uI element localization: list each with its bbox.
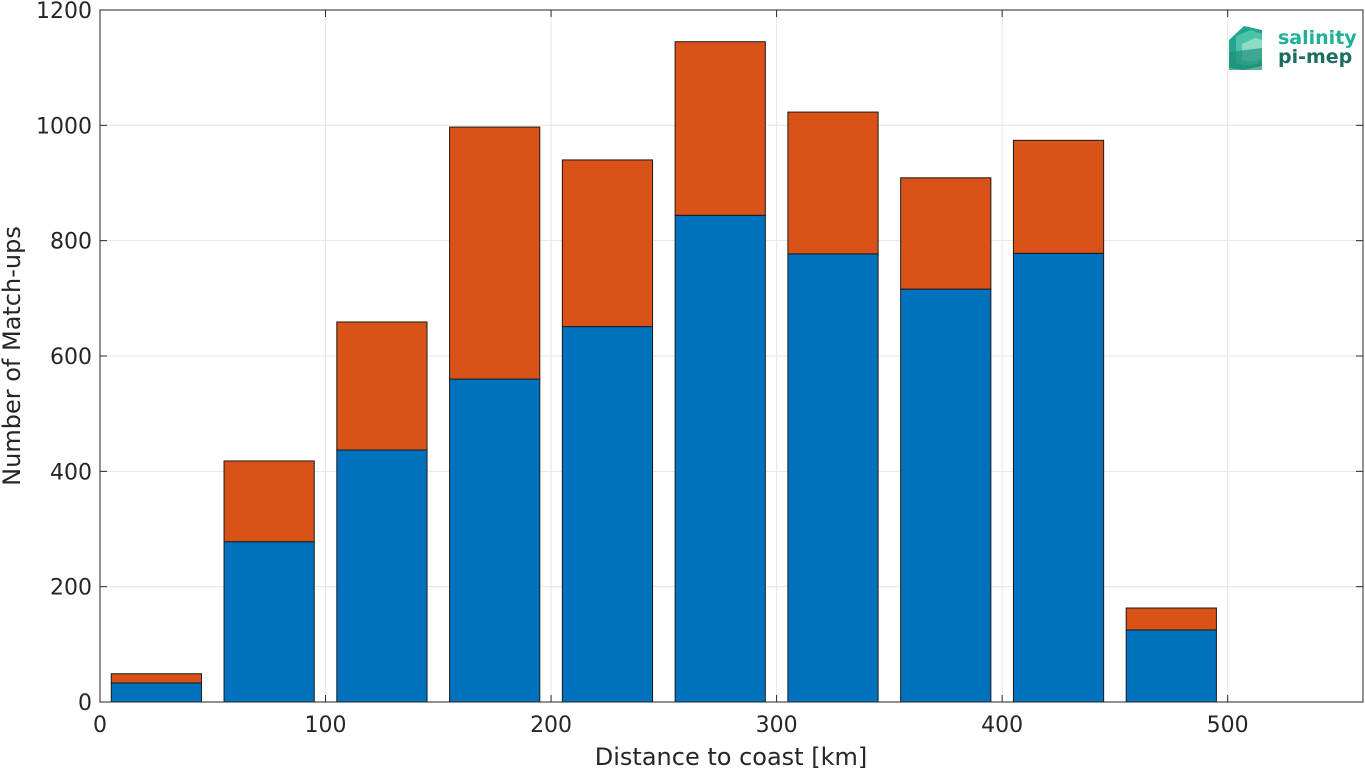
x-tick-label: 200 (530, 713, 572, 738)
x-tick-label: 100 (305, 713, 347, 738)
bar-segment-series-1 (336, 449, 428, 703)
bar-segment-series-1 (674, 214, 766, 703)
bar-segment-series-2 (674, 41, 766, 216)
bar-segment-series-2 (223, 460, 315, 543)
bar-segment-series-2 (336, 321, 428, 451)
salinity-pimep-logo: salinity pi-mep (1229, 26, 1357, 70)
bar-segment-series-1 (110, 682, 202, 703)
axes-box (99, 9, 1364, 703)
bars (110, 41, 1217, 703)
bar-segment-series-2 (1125, 607, 1217, 631)
logo-text-line2: pi-mep (1278, 46, 1352, 68)
y-tick-label: 1000 (36, 114, 92, 139)
bar-segment-series-2 (1012, 139, 1105, 254)
bar-segment-series-2 (787, 111, 879, 255)
tick-labels: 0 100 200 300 400 500 0 200 400 600 800 1000 1200 (36, 0, 1249, 738)
y-tick-label: 1200 (36, 0, 92, 24)
y-axis-label: Number of Match-ups (0, 226, 26, 486)
bar-segment-series-1 (900, 288, 992, 703)
y-tick-label: 800 (50, 230, 92, 255)
x-axis-label: Distance to coast [km] (595, 743, 867, 770)
bar-segment-series-1 (223, 541, 315, 703)
axes (99, 9, 1364, 703)
y-tick-label: 400 (50, 460, 92, 485)
bar-segment-series-1 (1012, 252, 1105, 703)
y-tick-label: 0 (78, 691, 92, 716)
bar-segment-series-1 (561, 326, 654, 703)
bar-segment-series-1 (787, 253, 879, 703)
logo-wave-icon (1229, 26, 1262, 70)
bar-segment-series-2 (449, 126, 541, 380)
bar-segment-series-1 (1125, 629, 1217, 703)
bar-segment-series-2 (900, 177, 992, 290)
bar-segment-series-2 (561, 159, 654, 328)
x-tick-label: 0 (93, 713, 107, 738)
y-tick-label: 200 (50, 576, 92, 601)
x-tick-label: 400 (981, 713, 1023, 738)
x-tick-label: 500 (1207, 713, 1249, 738)
x-tick-label: 300 (756, 713, 798, 738)
bar-segment-series-1 (449, 378, 541, 703)
logo-text-line1: salinity (1278, 27, 1357, 49)
bar-segment-series-2 (110, 673, 202, 684)
y-tick-label: 600 (50, 345, 92, 370)
